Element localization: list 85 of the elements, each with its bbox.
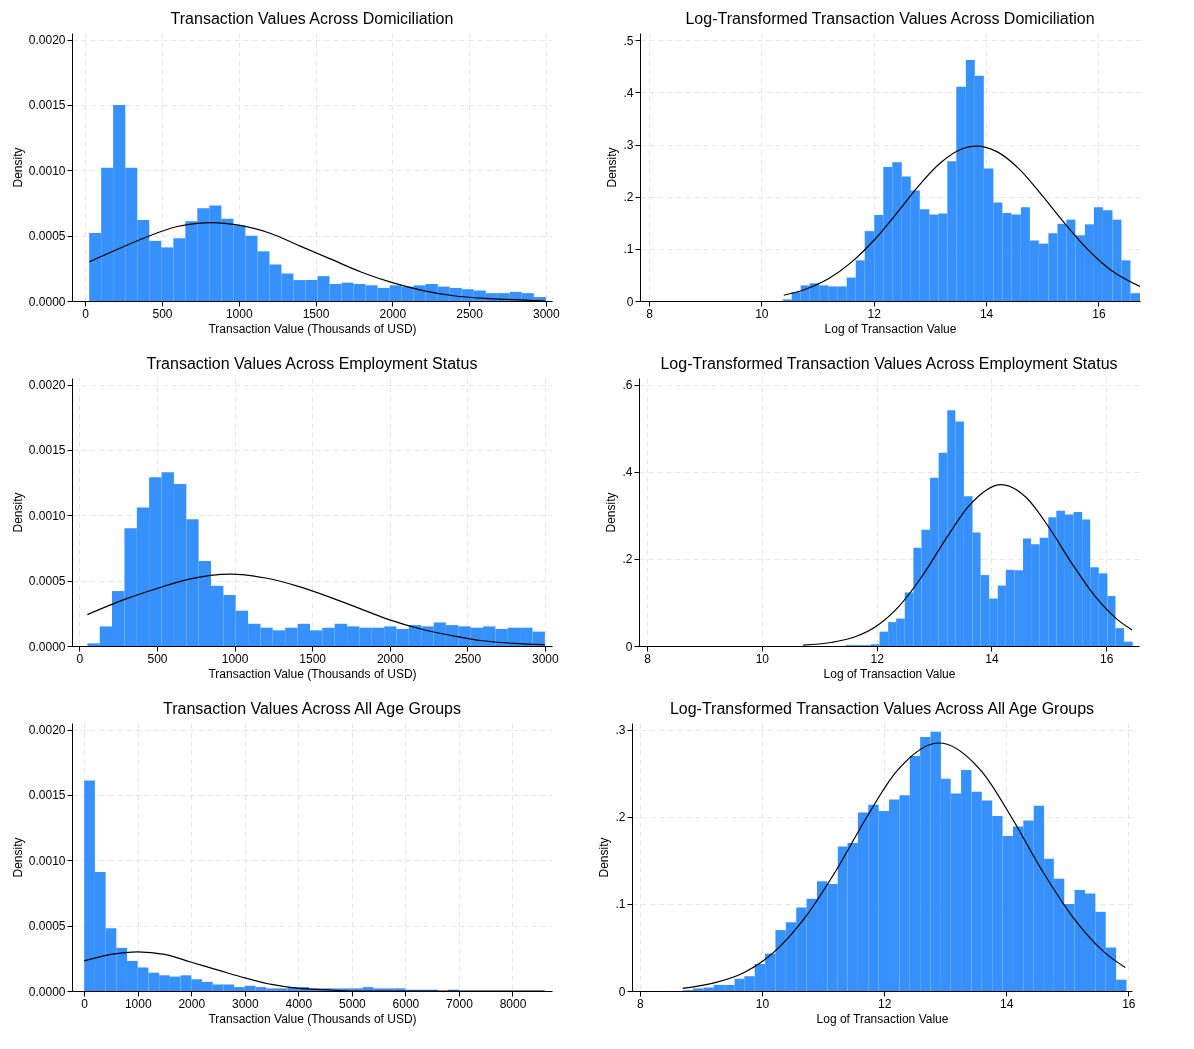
chart-title: Log-Transformed Transaction Values Across Employment Status [660, 355, 1118, 372]
y-tick-label: 0.0015 [28, 788, 66, 803]
x-tick-label: 14 [985, 651, 999, 666]
y-tick-label: 0 [625, 639, 633, 654]
y-axis-title: Density [605, 147, 620, 188]
y-tick-label: 0.0015 [28, 443, 66, 458]
y-tick-label: .2 [615, 810, 626, 825]
x-tick-label: 14 [979, 306, 994, 321]
x-tick-label: 8 [644, 651, 652, 666]
y-tick-label: .3 [623, 138, 634, 153]
x-tick-label: 10 [755, 996, 770, 1011]
x-tick-label: 3000 [231, 996, 259, 1011]
x-tick-label: 1000 [221, 651, 249, 666]
x-tick-label: 14 [1000, 996, 1014, 1011]
y-tick-label: 0.0000 [28, 984, 66, 999]
y-axis-title: Density [604, 492, 619, 533]
x-axis-title: Transaction Value (Thousands of USD) [208, 321, 417, 336]
x-axis-title: Log of Transaction Value [816, 1011, 949, 1026]
y-tick-label: 0.0000 [28, 294, 66, 309]
x-tick-label: 8 [637, 996, 645, 1011]
y-tick-label: 0 [626, 294, 634, 309]
x-tick-label: 16 [1100, 651, 1114, 666]
chart-title: Log-Transformed Transaction Values Across All Age Groups [669, 700, 1095, 717]
x-tick-label: 6000 [392, 996, 420, 1011]
y-axis-title: Density [597, 837, 612, 878]
x-tick-label: 12 [870, 651, 885, 666]
x-tick-label: 1000 [124, 996, 152, 1011]
y-tick-label: 0.0005 [28, 919, 66, 934]
x-tick-label: 10 [755, 306, 769, 321]
chart-title: Transaction Values Across Employment Status [146, 355, 478, 372]
y-tick-label: 0.0005 [28, 574, 66, 589]
chart-title: Transaction Values Across All Age Groups [163, 700, 461, 717]
y-tick-label: .1 [623, 242, 634, 257]
chart-title: Transaction Values Across Domiciliation [170, 10, 454, 27]
y-tick-label: 0.0010 [28, 163, 66, 178]
x-tick-label: 4000 [285, 996, 313, 1011]
y-tick-label: .4 [622, 465, 633, 480]
y-axis-title: Density [10, 147, 25, 188]
x-tick-label: 1000 [225, 306, 253, 321]
x-tick-label: 2500 [456, 306, 484, 321]
x-tick-label: 7000 [446, 996, 474, 1011]
y-tick-label: 0.0015 [28, 98, 66, 113]
x-axis-title: Log of Transaction Value [824, 321, 957, 336]
x-tick-label: 0 [82, 306, 90, 321]
x-tick-label: 2000 [379, 306, 407, 321]
x-tick-label: 0 [76, 651, 84, 666]
x-tick-label: 5000 [339, 996, 367, 1011]
x-axis-title: Log of Transaction Value [823, 666, 956, 681]
y-tick-label: .6 [622, 378, 633, 393]
x-tick-label: 3000 [532, 651, 560, 666]
y-tick-label: 0.0010 [28, 853, 66, 868]
x-tick-label: 2000 [178, 996, 206, 1011]
x-tick-label: 1500 [302, 306, 330, 321]
x-tick-label: 500 [152, 306, 173, 321]
y-axis-title: Density [10, 492, 25, 533]
y-axis-title: Density [10, 837, 25, 878]
x-tick-label: 2000 [376, 651, 404, 666]
y-tick-label: .4 [623, 85, 634, 100]
x-tick-label: 12 [867, 306, 882, 321]
y-tick-label: .1 [615, 897, 626, 912]
x-tick-label: 500 [147, 651, 168, 666]
y-tick-label: 0.0020 [28, 378, 66, 393]
x-tick-label: 12 [877, 996, 892, 1011]
x-axis-title: Transaction Value (Thousands of USD) [208, 1011, 417, 1026]
y-tick-label: 0 [618, 984, 626, 999]
y-tick-label: 0.0005 [28, 229, 66, 244]
y-tick-label: .2 [622, 552, 633, 567]
chart-title: Log-Transformed Transaction Values Across Domiciliation [685, 10, 1095, 27]
x-tick-label: 3000 [533, 306, 561, 321]
x-tick-label: 10 [755, 651, 770, 666]
x-tick-label: 1500 [299, 651, 327, 666]
x-tick-label: 16 [1122, 996, 1136, 1011]
x-tick-label: 8 [646, 306, 654, 321]
y-tick-label: 0.0020 [28, 33, 66, 48]
x-tick-label: 2500 [454, 651, 482, 666]
y-tick-label: 0.0010 [28, 508, 66, 523]
y-tick-label: .3 [615, 723, 626, 738]
x-axis-title: Transaction Value (Thousands of USD) [208, 666, 417, 681]
x-tick-label: 8000 [499, 996, 527, 1011]
y-tick-label: .2 [623, 190, 634, 205]
x-tick-label: 0 [81, 996, 89, 1011]
y-tick-label: 0.0020 [28, 723, 66, 738]
y-tick-label: 0.0000 [28, 639, 66, 654]
x-tick-label: 16 [1092, 306, 1106, 321]
y-tick-label: .5 [623, 33, 634, 48]
